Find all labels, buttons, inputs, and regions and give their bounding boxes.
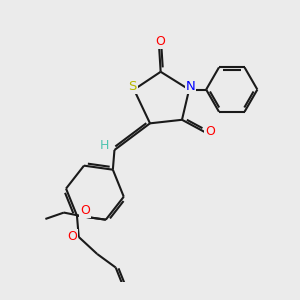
Text: O: O — [80, 204, 90, 217]
Text: O: O — [205, 125, 215, 138]
Text: H: H — [100, 139, 109, 152]
Text: N: N — [186, 80, 195, 92]
Text: O: O — [68, 230, 77, 244]
Text: O: O — [156, 35, 166, 48]
Text: S: S — [128, 80, 137, 92]
